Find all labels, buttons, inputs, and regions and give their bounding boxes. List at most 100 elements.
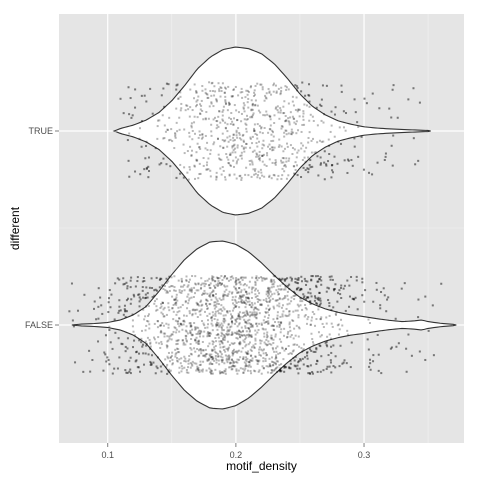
data-point [169, 356, 172, 359]
data-point [232, 95, 235, 98]
data-point [351, 297, 354, 300]
data-point [257, 140, 260, 143]
data-point [146, 292, 149, 295]
data-point [213, 94, 216, 97]
data-point [204, 348, 207, 351]
data-point [197, 331, 200, 334]
data-point [196, 347, 199, 350]
data-point [296, 174, 299, 177]
data-point [273, 275, 276, 278]
data-point [288, 123, 291, 126]
data-point [309, 159, 312, 162]
data-point [328, 333, 331, 336]
data-point [223, 275, 226, 278]
data-point [76, 309, 79, 312]
data-point [306, 351, 309, 354]
data-point [236, 144, 239, 147]
data-point [131, 325, 134, 328]
data-point [162, 315, 165, 318]
data-point [280, 177, 283, 180]
data-point [294, 277, 297, 280]
data-point [304, 303, 307, 306]
data-point [116, 277, 119, 280]
data-point [418, 350, 421, 353]
data-point [238, 306, 241, 309]
data-point [295, 288, 298, 291]
data-point [301, 308, 304, 311]
data-point [280, 288, 283, 291]
data-point [237, 291, 240, 294]
data-point [288, 313, 291, 316]
data-point [156, 308, 159, 311]
data-point [200, 308, 203, 311]
data-point [221, 132, 224, 135]
data-point [153, 322, 156, 325]
data-point [365, 102, 368, 105]
data-point [145, 166, 148, 169]
data-point [280, 369, 283, 372]
data-point [256, 359, 259, 362]
data-point [310, 295, 313, 298]
data-point [160, 277, 163, 280]
data-point [297, 282, 300, 285]
data-point [122, 313, 125, 316]
data-point [309, 113, 312, 116]
data-point [337, 323, 340, 326]
data-point [360, 135, 363, 138]
data-point [118, 278, 121, 281]
data-point [188, 288, 191, 291]
data-point [235, 332, 238, 335]
data-point [191, 364, 194, 367]
data-point [157, 336, 160, 339]
data-point [250, 115, 253, 118]
data-point [210, 298, 213, 301]
data-point [169, 138, 172, 141]
data-point [198, 342, 201, 345]
data-point [269, 148, 272, 151]
data-point [145, 167, 148, 170]
data-point [400, 287, 403, 290]
data-point [296, 174, 299, 177]
data-point [329, 278, 332, 281]
data-point [160, 311, 163, 314]
data-point [337, 292, 340, 295]
data-point [224, 127, 227, 130]
data-point [321, 84, 324, 87]
data-point [129, 302, 132, 305]
data-point [318, 291, 321, 294]
data-point [245, 166, 248, 169]
data-point [308, 372, 311, 375]
data-point [176, 130, 179, 133]
data-point [389, 347, 392, 350]
data-point [297, 286, 300, 289]
data-point [208, 312, 211, 315]
data-point [124, 310, 127, 313]
data-point [327, 287, 330, 290]
data-point [256, 153, 259, 156]
data-point [210, 102, 213, 105]
data-point [271, 283, 274, 286]
data-point [134, 106, 137, 109]
data-point [432, 354, 435, 357]
data-point [338, 289, 341, 292]
data-point [158, 163, 161, 166]
data-point [216, 138, 219, 141]
data-point [108, 363, 111, 366]
data-point [220, 282, 223, 285]
data-point [260, 171, 263, 174]
data-point [287, 117, 290, 120]
data-point [363, 97, 366, 100]
data-point [215, 298, 218, 301]
data-point [245, 130, 248, 133]
data-point [311, 115, 314, 118]
data-point [262, 357, 265, 360]
data-point [129, 302, 132, 305]
data-point [291, 115, 294, 118]
data-point [181, 285, 184, 288]
data-point [209, 295, 212, 298]
data-point [309, 323, 312, 326]
data-point [226, 330, 229, 333]
data-point [229, 164, 232, 167]
data-point [270, 360, 273, 363]
